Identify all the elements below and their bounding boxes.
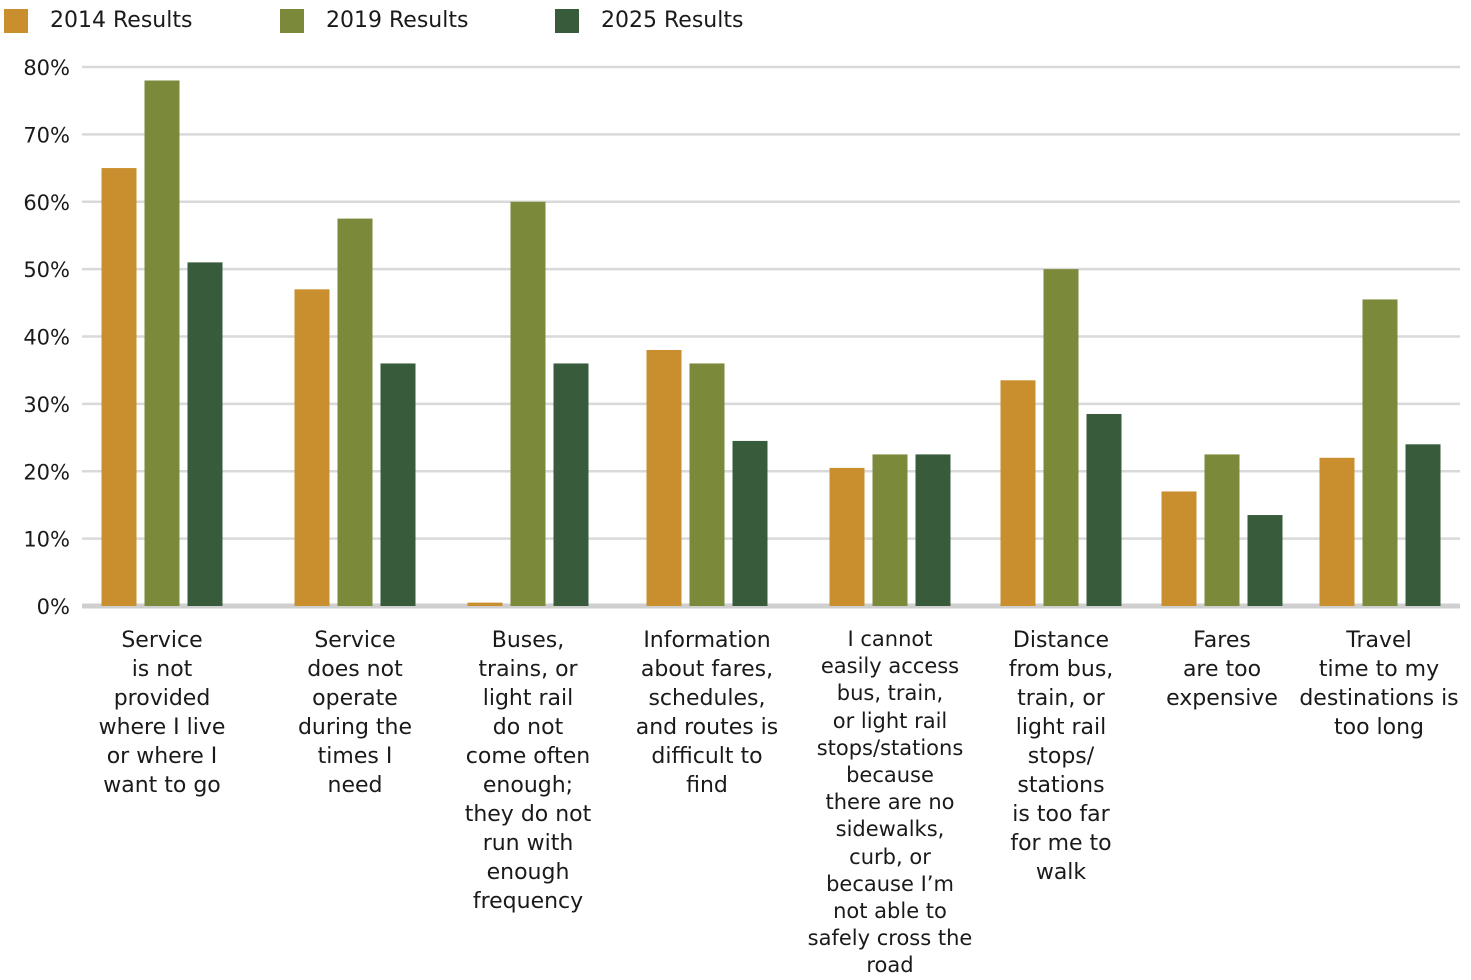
y-tick-label-30: 30% bbox=[23, 393, 70, 417]
bar-2025-cat1 bbox=[187, 262, 223, 606]
y-tick-label-40: 40% bbox=[23, 326, 70, 350]
bar-2014-cat3 bbox=[467, 602, 503, 606]
legend: 2014 Results 2019 Results 2025 Results bbox=[0, 8, 1471, 38]
x-label-information: Information about fares, schedules, and … bbox=[635, 628, 779, 798]
x-label-service-not-operate: Service does not operate during the time… bbox=[297, 628, 413, 798]
bar-2025-cat5 bbox=[915, 454, 951, 606]
x-label-fares: Fares are too expensive bbox=[1166, 628, 1278, 711]
bars bbox=[101, 80, 1441, 607]
bar-2025-cat3 bbox=[553, 363, 589, 606]
bar-2025-cat4 bbox=[732, 440, 768, 606]
y-tick-label-50: 50% bbox=[23, 258, 70, 282]
bar-2025-cat7 bbox=[1247, 515, 1283, 606]
legend-item-2014: 2014 Results bbox=[4, 8, 192, 33]
legend-label-2025: 2025 Results bbox=[601, 8, 744, 33]
bar-2014-cat7 bbox=[1161, 491, 1197, 606]
y-tick-label-0: 0% bbox=[37, 595, 70, 619]
bar-2019-cat7 bbox=[1204, 454, 1240, 606]
legend-swatch-2019 bbox=[280, 8, 304, 33]
bar-2014-cat5 bbox=[829, 467, 865, 606]
y-tick-label-80: 80% bbox=[23, 56, 70, 80]
bar-2025-cat6 bbox=[1086, 413, 1122, 606]
legend-swatch-2025 bbox=[555, 8, 579, 33]
bar-2019-cat8 bbox=[1362, 299, 1398, 606]
legend-label-2014: 2014 Results bbox=[50, 8, 193, 33]
x-label-distance: Distance from bus, train, or light rail … bbox=[1008, 628, 1114, 885]
bar-2014-cat8 bbox=[1319, 457, 1355, 606]
bar-2019-cat1 bbox=[144, 80, 180, 607]
y-axis-ticks: 0% 10% 20% 30% 40% 50% 60% 70% 80% bbox=[23, 56, 70, 619]
bar-2014-cat1 bbox=[101, 168, 137, 606]
bar-2019-cat5 bbox=[872, 454, 908, 606]
x-label-service-not-provided: Service is not provided where I live or … bbox=[98, 628, 226, 798]
bar-2014-cat6 bbox=[1000, 380, 1036, 606]
bar-2019-cat2 bbox=[337, 218, 373, 606]
bar-2014-cat2 bbox=[294, 289, 330, 606]
y-tick-label-20: 20% bbox=[23, 460, 70, 484]
bar-2019-cat3 bbox=[510, 201, 546, 606]
x-label-access: I cannot easily access bus, train, or li… bbox=[807, 627, 973, 978]
legend-label-2019: 2019 Results bbox=[326, 8, 469, 33]
legend-item-2019: 2019 Results bbox=[280, 8, 468, 33]
bar-2019-cat4 bbox=[689, 363, 725, 606]
bar-2014-cat4 bbox=[646, 349, 682, 606]
legend-swatch-2014 bbox=[4, 8, 28, 33]
bar-2025-cat2 bbox=[380, 363, 416, 606]
legend-item-2025: 2025 Results bbox=[555, 8, 743, 33]
bar-2019-cat6 bbox=[1043, 269, 1079, 606]
x-label-travel-time: Travel time to my destinations is too lo… bbox=[1299, 628, 1459, 740]
x-label-frequency: Buses, trains, or light rail do not come… bbox=[464, 628, 592, 914]
y-tick-label-10: 10% bbox=[23, 528, 70, 552]
y-tick-label-70: 70% bbox=[23, 123, 70, 147]
bar-2025-cat8 bbox=[1405, 444, 1441, 606]
y-tick-label-60: 60% bbox=[23, 191, 70, 215]
